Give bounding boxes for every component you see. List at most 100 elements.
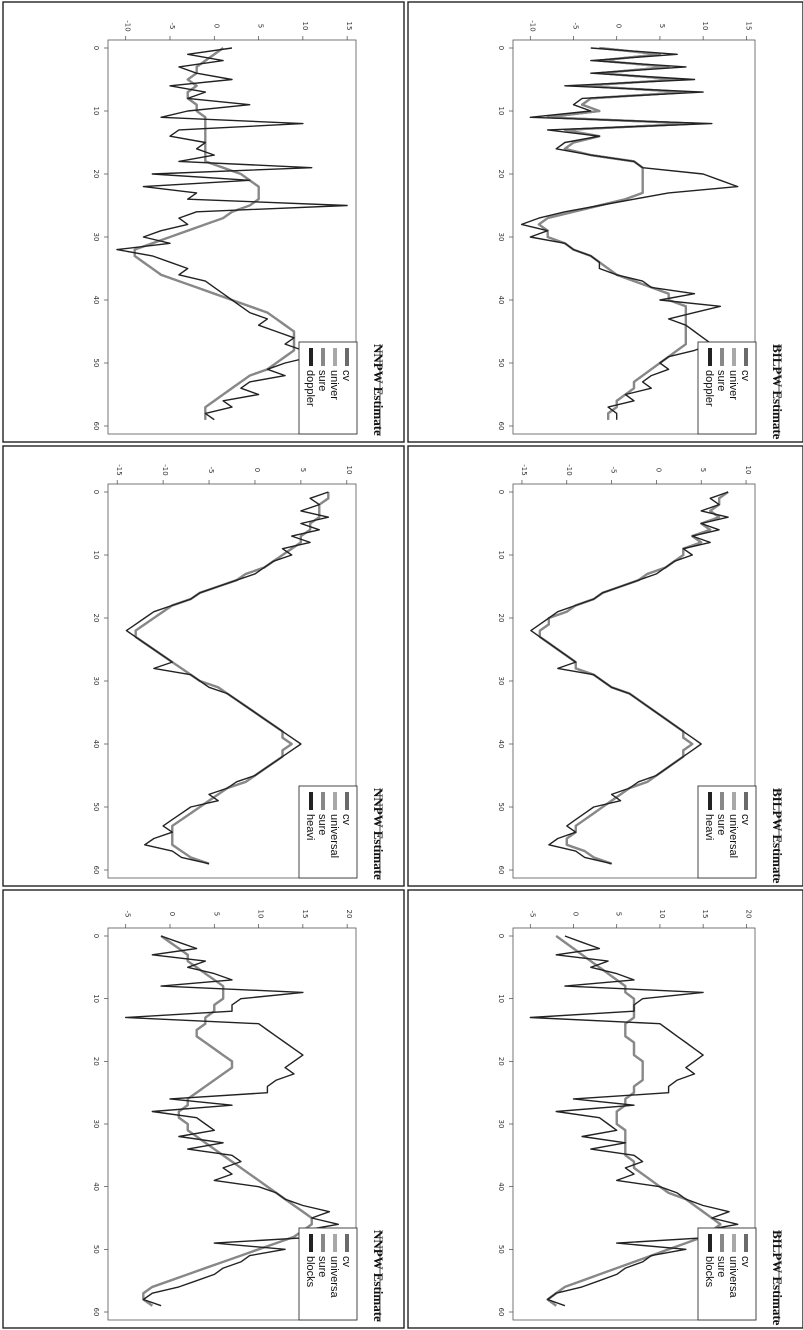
value-tick-label: -5: [124, 911, 132, 918]
series-line-sure: [142, 935, 313, 1307]
value-tick-label: 5: [615, 912, 623, 916]
index-tick-label: 40: [497, 296, 505, 305]
index-tick-label: 0: [497, 46, 505, 50]
index-tick-label: 60: [92, 1308, 100, 1317]
chart-title: BILPW Estimate: [770, 1230, 785, 1326]
value-tick-label: 10: [658, 910, 666, 919]
chart-panel: -15 -10 -5 0 5 10 0 10 20 30 40 50 60 heavi sure univer…: [407, 445, 803, 887]
index-tick-label: 10: [92, 551, 100, 560]
index-tick-label: 40: [497, 1182, 505, 1191]
value-tick-label: 10: [257, 910, 265, 919]
legend-label: sure: [316, 370, 328, 391]
value-tick-label: -10: [528, 20, 536, 31]
index-tick-label: 0: [92, 490, 100, 494]
legend-label: cv: [340, 1256, 352, 1268]
value-tick-label: -5: [572, 23, 580, 30]
legend-label: universa: [328, 1256, 340, 1298]
index-tick-label: 50: [92, 1245, 100, 1254]
value-tick-label: 15: [301, 910, 309, 919]
legend-label: cv: [739, 1256, 751, 1268]
value-tick-label: 0: [212, 24, 220, 28]
legend-label: sure: [715, 370, 727, 391]
legend-label: blocks: [703, 1256, 715, 1288]
index-tick-label: 40: [92, 1182, 100, 1191]
value-tick-label: 0: [168, 912, 176, 916]
value-tick-label: -10: [124, 20, 132, 31]
value-tick-label: -5: [207, 467, 215, 474]
legend-box: [298, 341, 358, 435]
index-tick-label: 20: [497, 1057, 505, 1066]
value-tick-label: -5: [528, 911, 536, 918]
chart-panel: -5 0 5 10 15 20 0 10 20 30 40 50 60 blocks sure univers…: [2, 889, 405, 1329]
value-tick-label: 5: [699, 468, 707, 472]
value-tick-label: 20: [345, 910, 353, 919]
index-tick-label: 60: [497, 866, 505, 875]
value-tick-label: 10: [301, 22, 309, 31]
index-tick-label: 30: [92, 233, 100, 242]
index-tick-label: 30: [497, 1120, 505, 1129]
index-tick-label: 40: [497, 740, 505, 749]
value-tick-label: -10: [161, 464, 169, 475]
value-tick-label: 0: [572, 912, 580, 916]
index-tick-label: 40: [92, 740, 100, 749]
index-tick-label: 60: [497, 422, 505, 431]
value-tick-label: -5: [168, 23, 176, 30]
legend-label: cv: [340, 814, 352, 826]
index-tick-label: 10: [497, 107, 505, 116]
index-tick-label: 40: [92, 296, 100, 305]
legend-label: cv: [739, 370, 751, 382]
legend-label: universal: [727, 814, 739, 858]
value-tick-label: -15: [520, 464, 528, 475]
series-line-sure: [546, 935, 722, 1307]
index-tick-label: 20: [497, 170, 505, 179]
value-tick-label: 5: [658, 24, 666, 28]
value-tick-label: 0: [654, 468, 662, 472]
legend-label: sure: [715, 1256, 727, 1277]
value-tick-label: 15: [701, 910, 709, 919]
legend-label: doppler: [703, 370, 715, 407]
series-line-blocks: [124, 935, 339, 1307]
chart-title: BILPW Estimate: [770, 788, 785, 884]
chart-panel: -10 -5 0 5 10 15 0 10 20 30 40 50 60 doppler sure unive…: [2, 1, 405, 443]
index-tick-label: 50: [497, 803, 505, 812]
legend-label: blocks: [304, 1256, 316, 1288]
legend-label: heavi: [703, 814, 715, 840]
index-tick-label: 20: [92, 1057, 100, 1066]
index-tick-label: 30: [92, 677, 100, 686]
chart-panel: -15 -10 -5 0 5 10 0 10 20 30 40 50 60 heavi sure univer…: [2, 445, 405, 887]
legend-label: sure: [316, 814, 328, 835]
legend-label: doppler: [304, 370, 316, 407]
legend-label: heavi: [304, 814, 316, 840]
series-line-heavi: [530, 491, 729, 865]
index-tick-label: 30: [497, 233, 505, 242]
index-tick-label: 0: [497, 934, 505, 938]
chart-title: BILPW Estimate: [770, 344, 785, 440]
index-tick-label: 10: [497, 551, 505, 560]
series-line-blocks: [529, 935, 739, 1307]
legend-label: universal: [328, 814, 340, 858]
value-tick-label: 5: [212, 912, 220, 916]
chart-title: NNPW Estimate: [371, 1230, 386, 1322]
legend-label: univer: [727, 370, 739, 400]
value-tick-label: 15: [345, 22, 353, 31]
index-tick-label: 50: [92, 803, 100, 812]
series-line-doppler: [520, 47, 739, 420]
index-tick-label: 50: [497, 359, 505, 368]
value-tick-label: -15: [115, 464, 123, 475]
index-tick-label: 30: [92, 1120, 100, 1129]
value-tick-label: 5: [299, 468, 307, 472]
value-tick-label: 5: [257, 24, 265, 28]
index-tick-label: 20: [92, 614, 100, 623]
legend-label: univer: [328, 370, 340, 400]
chart-panel: -5 0 5 10 15 20 0 10 20 30 40 50 60 blocks sure univers…: [407, 889, 803, 1329]
chart-title: NNPW Estimate: [371, 788, 386, 880]
index-tick-label: 50: [92, 359, 100, 368]
value-tick-label: 0: [253, 468, 261, 472]
value-tick-label: 10: [701, 22, 709, 31]
legend-label: sure: [316, 1256, 328, 1277]
index-tick-label: 10: [92, 994, 100, 1003]
value-tick-label: 15: [744, 22, 752, 31]
index-tick-label: 30: [497, 677, 505, 686]
legend-label: universa: [727, 1256, 739, 1298]
